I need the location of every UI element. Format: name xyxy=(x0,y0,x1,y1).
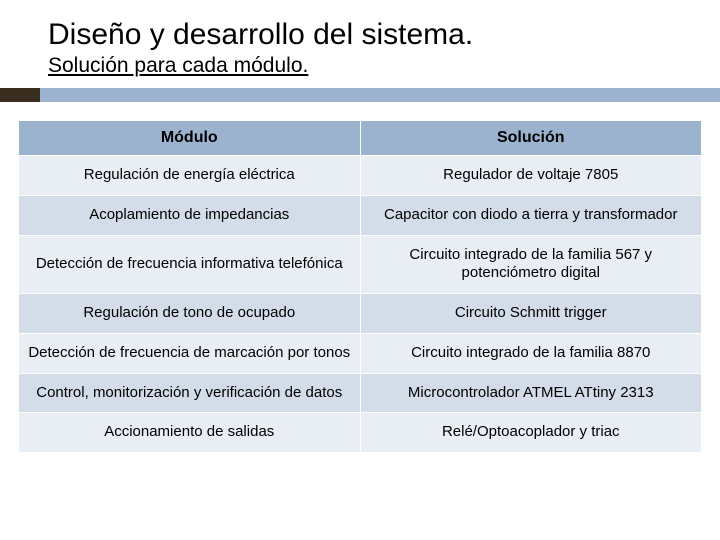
cell-module: Control, monitorización y verificación d… xyxy=(19,373,361,413)
table-row: Accionamiento de salidas Relé/Optoacopla… xyxy=(19,413,702,453)
table-body: Regulación de energía eléctrica Regulado… xyxy=(19,156,702,453)
table-row: Regulación de energía eléctrica Regulado… xyxy=(19,156,702,196)
table-row: Control, monitorización y verificación d… xyxy=(19,373,702,413)
page-subtitle: Solución para cada módulo. xyxy=(0,54,720,84)
col-header-solution: Solución xyxy=(360,121,702,156)
col-header-module: Módulo xyxy=(19,121,361,156)
cell-solution: Regulador de voltaje 7805 xyxy=(360,156,702,196)
accent-bar-right xyxy=(40,88,720,102)
cell-module: Acoplamiento de impedancias xyxy=(19,195,361,235)
cell-solution: Capacitor con diodo a tierra y transform… xyxy=(360,195,702,235)
table-row: Acoplamiento de impedancias Capacitor co… xyxy=(19,195,702,235)
cell-solution: Circuito Schmitt trigger xyxy=(360,294,702,334)
table-row: Detección de frecuencia de marcación por… xyxy=(19,333,702,373)
cell-module: Detección de frecuencia informativa tele… xyxy=(19,235,361,294)
cell-solution: Relé/Optoacoplador y triac xyxy=(360,413,702,453)
table-row: Detección de frecuencia informativa tele… xyxy=(19,235,702,294)
modules-table: Módulo Solución Regulación de energía el… xyxy=(18,120,702,453)
accent-bar-left xyxy=(0,88,40,102)
cell-solution: Circuito integrado de la familia 567 y p… xyxy=(360,235,702,294)
table-header-row: Módulo Solución xyxy=(19,121,702,156)
accent-bar xyxy=(0,88,720,102)
cell-module: Accionamiento de salidas xyxy=(19,413,361,453)
page-title: Diseño y desarrollo del sistema. xyxy=(0,0,720,54)
cell-module: Regulación de tono de ocupado xyxy=(19,294,361,334)
table-container: Módulo Solución Regulación de energía el… xyxy=(0,102,720,540)
slide: Diseño y desarrollo del sistema. Solució… xyxy=(0,0,720,540)
table-row: Regulación de tono de ocupado Circuito S… xyxy=(19,294,702,334)
cell-solution: Circuito integrado de la familia 8870 xyxy=(360,333,702,373)
cell-solution: Microcontrolador ATMEL ATtiny 2313 xyxy=(360,373,702,413)
cell-module: Regulación de energía eléctrica xyxy=(19,156,361,196)
cell-module: Detección de frecuencia de marcación por… xyxy=(19,333,361,373)
